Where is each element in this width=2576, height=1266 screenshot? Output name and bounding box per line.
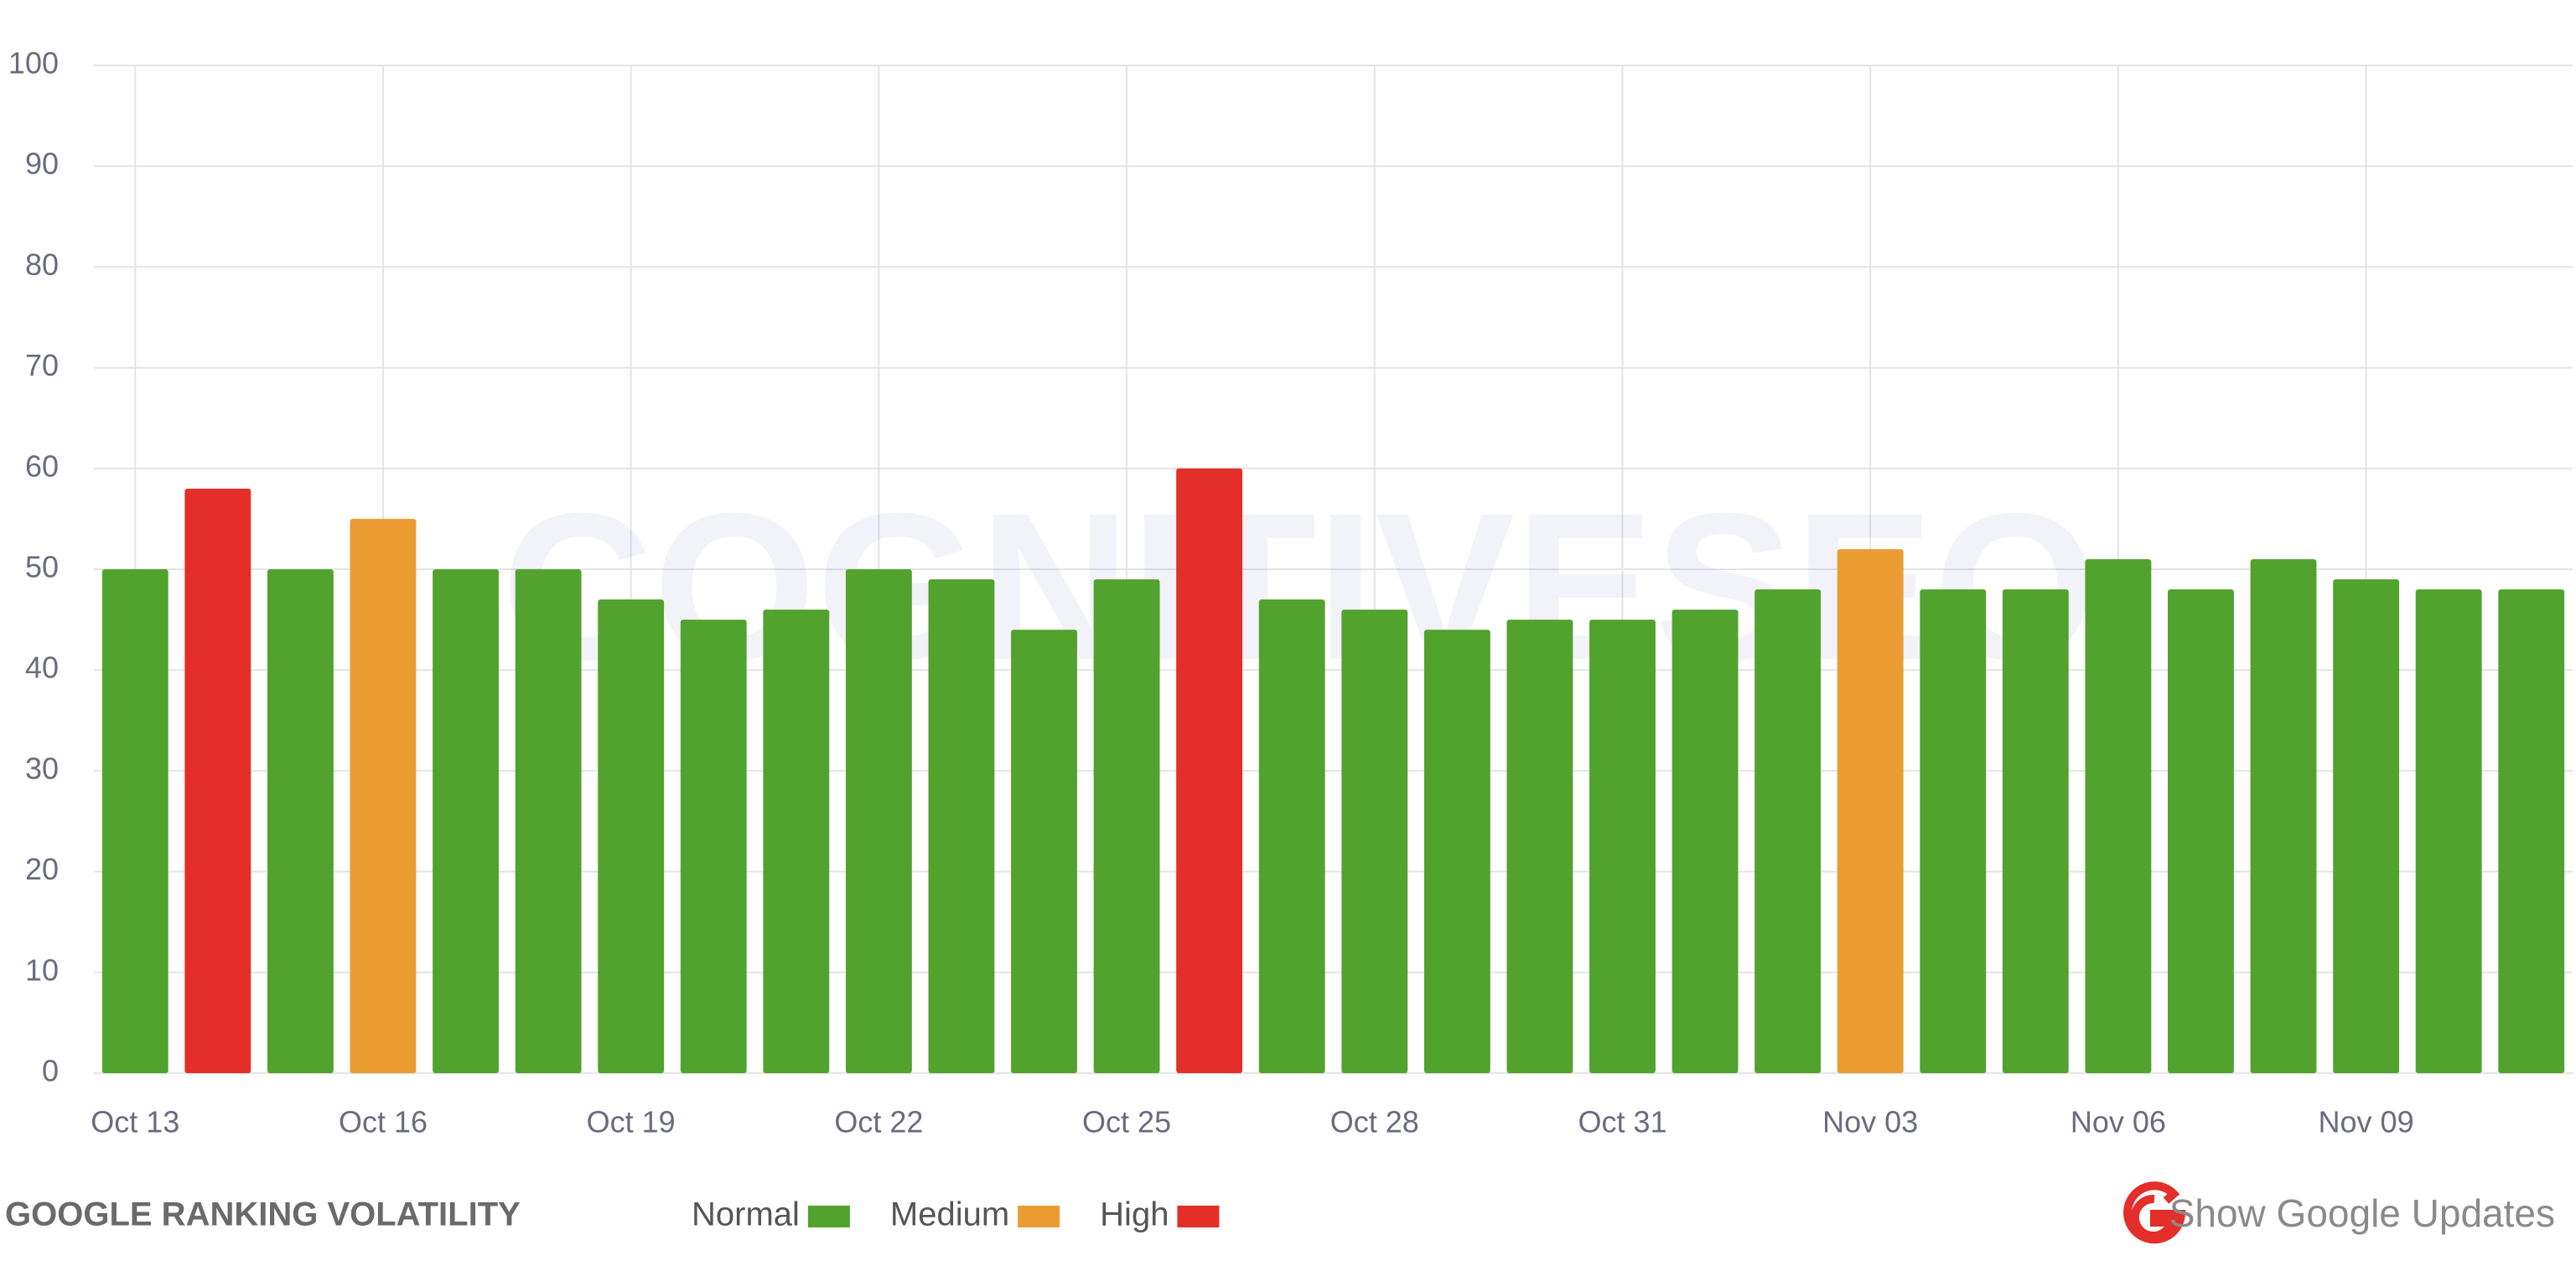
bar [1589,620,1656,1073]
bar [350,518,417,1073]
google-icon [2123,1181,2186,1244]
x-tick-label: Nov 03 [1822,1105,1918,1139]
x-tick-label: Oct 22 [834,1105,923,1139]
bar [598,599,665,1073]
chart-title: GOOGLE RANKING VOLATILITY [5,1196,521,1233]
legend-swatch [1018,1206,1060,1227]
x-tick-label: Oct 16 [339,1105,428,1139]
y-tick-label: 20 [25,852,59,886]
x-tick-label: Oct 13 [91,1105,179,1139]
bar [433,569,499,1073]
legend-swatch [807,1206,850,1227]
bar [1920,589,1987,1073]
bar [1837,548,1904,1073]
bar [1176,468,1243,1073]
y-tick-label: 60 [25,449,59,483]
bar [1754,589,1822,1073]
bar [101,569,168,1073]
y-tick-label: 80 [25,247,59,282]
show-updates-button[interactable]: Show Google Updates [2123,1181,2555,1244]
y-tick-label: 70 [25,348,59,382]
x-tick-label: Oct 19 [587,1105,676,1139]
x-tick-label: Oct 28 [1330,1105,1419,1139]
y-tick-label: 30 [25,751,59,786]
bar [1672,610,1739,1073]
bar [680,620,747,1073]
legend-label: High [1100,1196,1169,1233]
y-tick-label: 50 [25,550,59,584]
legend-swatch [1177,1206,1220,1227]
bar [2498,589,2565,1073]
bar [1258,599,1325,1073]
x-tick-label: Oct 25 [1082,1105,1171,1139]
bar [1093,579,1160,1073]
bar [1506,620,1573,1073]
bar [2333,579,2400,1073]
bar [1423,630,1490,1073]
bar [2250,558,2317,1073]
bar [763,610,830,1073]
button-label[interactable]: Show Google Updates [2169,1191,2555,1235]
x-tick-label: Nov 06 [2071,1105,2166,1139]
legend-label: Medium [890,1196,1009,1233]
y-tick-label: 90 [25,147,59,181]
legend-label: Normal [692,1196,800,1233]
bar [928,579,995,1073]
y-tick-label: 40 [25,651,59,685]
bar [184,488,251,1073]
x-tick-label: Nov 09 [2319,1105,2414,1139]
bar [1011,630,1077,1073]
y-tick-label: 0 [42,1054,59,1088]
bar [267,569,334,1073]
bar [845,569,912,1073]
x-tick-label: Oct 31 [1578,1105,1666,1139]
bar [2168,589,2234,1073]
bar [2002,589,2069,1073]
bar [2415,589,2482,1073]
y-tick-label: 100 [8,46,59,80]
y-tick-label: 10 [25,952,59,987]
bar [1341,610,1408,1073]
bar [515,569,582,1073]
bar [2085,558,2152,1073]
